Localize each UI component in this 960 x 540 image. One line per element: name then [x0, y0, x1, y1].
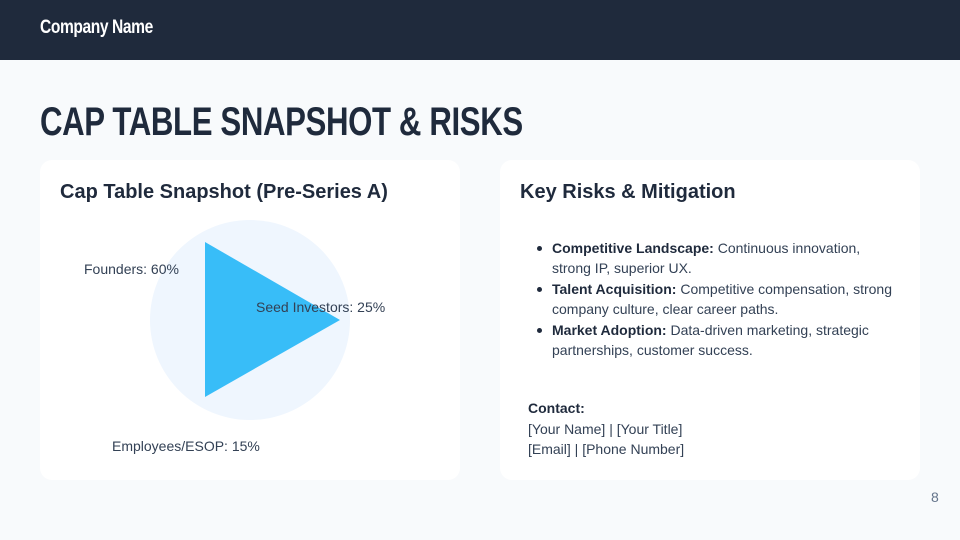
risk-text: Competitive compensation, strong company… — [552, 281, 893, 317]
contact-block: Contact: [Your Name] | [Your Title] [Ema… — [528, 398, 684, 460]
risk-item: Talent Acquisition: Competitive compensa… — [537, 279, 902, 319]
risks-card: Key Risks & Mitigation Competitive Lands… — [500, 160, 920, 480]
esop-label: Employees/ESOP: 15% — [112, 438, 260, 454]
contact-email-phone: [Email] | [Phone Number] — [528, 441, 685, 457]
risk-label: Competitive Landscape: — [552, 240, 714, 256]
risk-item: Market Adoption: Data-driven marketing, … — [537, 320, 902, 360]
cap-table-title: Cap Table Snapshot (Pre-Series A) — [60, 181, 388, 203]
risk-text: Continuous innovation, strong IP, superi… — [552, 240, 861, 276]
founders-label: Founders: 60% — [84, 261, 179, 277]
cap-table-card: Cap Table Snapshot (Pre-Series A) Founde… — [40, 160, 460, 480]
page-title: CAP TABLE SNAPSHOT & RISKS — [40, 100, 523, 144]
risk-list: Competitive Landscape: Continuous innova… — [537, 238, 902, 361]
risk-item: Competitive Landscape: Continuous innova… — [537, 238, 902, 278]
company-name: Company Name — [40, 17, 153, 38]
risk-label: Talent Acquisition: — [552, 281, 677, 297]
risk-text: Data-driven marketing, strategic partner… — [552, 322, 869, 358]
contact-label: Contact: — [528, 400, 585, 416]
cap-table-pie-chart — [150, 220, 350, 420]
seed-investors-label: Seed Investors: 25% — [256, 299, 386, 315]
pie-slice — [205, 242, 340, 397]
top-bar: Company Name — [0, 0, 960, 60]
risk-label: Market Adoption: — [552, 322, 667, 338]
contact-name-title: [Your Name] | [Your Title] — [528, 420, 683, 437]
page-number: 8 — [931, 489, 939, 505]
risks-title: Key Risks & Mitigation — [520, 181, 736, 203]
